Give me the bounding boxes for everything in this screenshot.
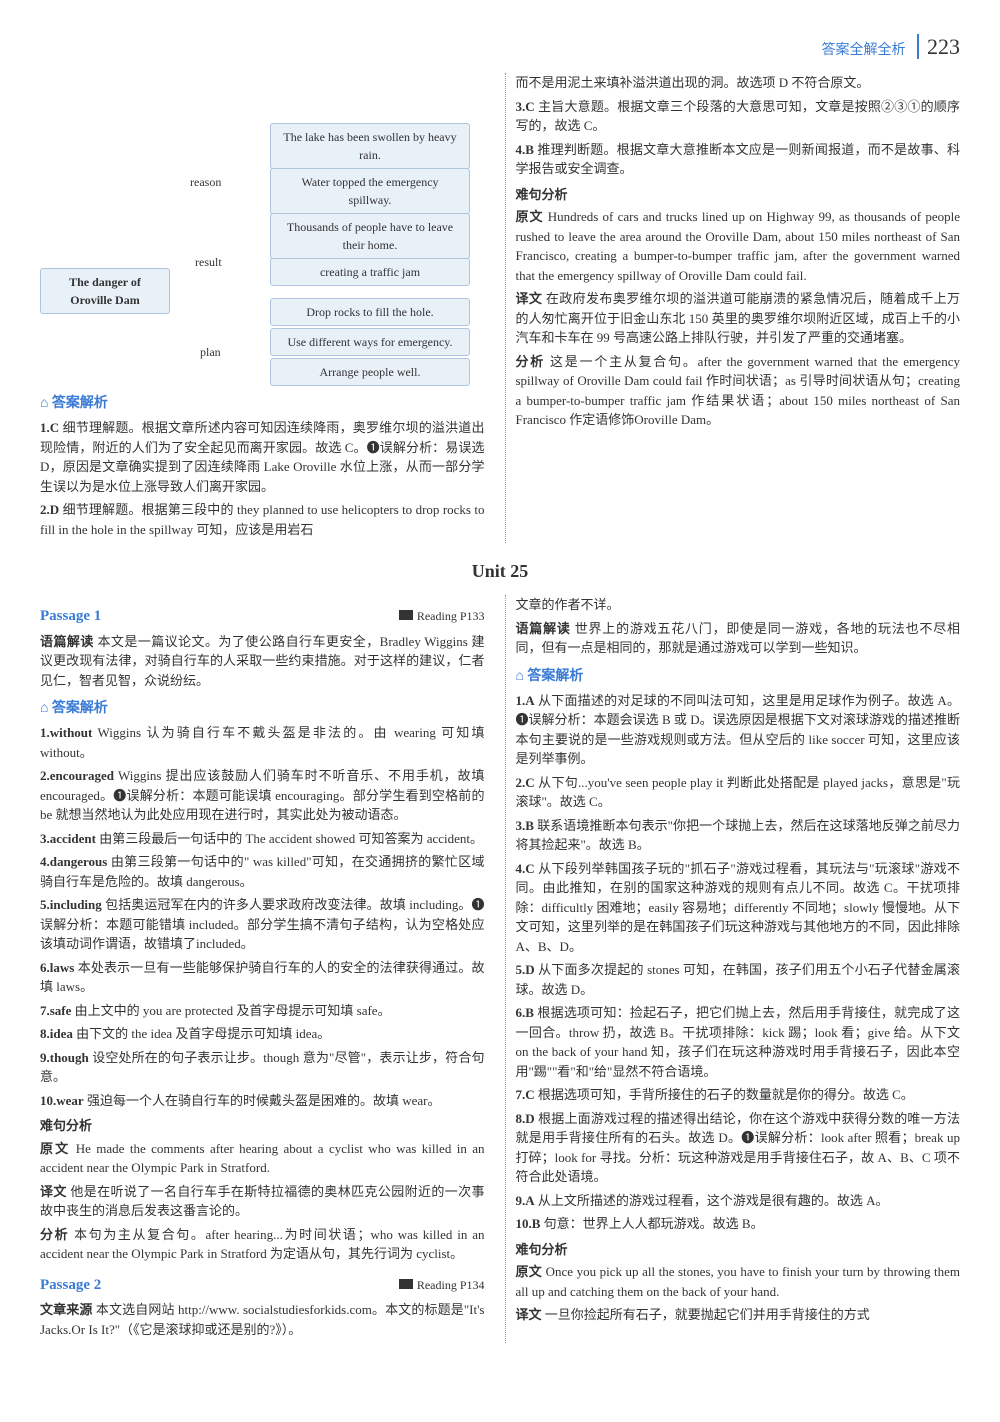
p1-nanju: 难句分析 (40, 1116, 485, 1136)
right-column-unit: 文章的作者不详。 语篇解读 世界上的游戏五花八门，即使是同一游戏，各地的玩法也不… (505, 595, 961, 1343)
item-2d: 2.D 细节理解题。根据第三段中的 they planned to use he… (40, 500, 485, 539)
page-number: 223 (917, 34, 960, 59)
hand-icon (399, 610, 413, 620)
diagram-box3: Thousands of people have to leave their … (270, 213, 470, 259)
p2-b2: 2.C 从下句...you've seen people play it 判断此… (516, 773, 961, 812)
page-header: 答案全解全析 223 (40, 30, 960, 63)
p2-b4: 4.C 从下段列举韩国孩子玩的"抓石子"游戏过程看，其玩法与"玩滚球"游戏不同。… (516, 859, 961, 957)
hand-icon (399, 1279, 413, 1289)
diagram-box7: Arrange people well. (270, 358, 470, 386)
p1-yuanwen: 原文 He made the comments after hearing ab… (40, 1139, 485, 1178)
diagram-box4: creating a traffic jam (270, 258, 470, 286)
result-label: result (195, 253, 222, 271)
p2-b8: 8.D 根据上面游戏过程的描述得出结论，你在这个游戏中获得分数的唯一方法就是用手… (516, 1109, 961, 1187)
passage2-heading: Passage 2 Reading P134 (40, 1274, 485, 1297)
diagram-center: The danger of Oroville Dam (40, 268, 170, 314)
p1-a9: 9.though 设空处所在的句子表示让步。though 意为"尽管"，表示让步… (40, 1048, 485, 1087)
p1-a1: 1.without Wiggins 认为骑自行车不戴头盔是非法的。由 weari… (40, 723, 485, 762)
p2-author: 文章的作者不详。 (516, 595, 961, 615)
p1-a6: 6.laws 本处表示一旦有一些能够保护骑自行车的人的安全的法律获得通过。故填 … (40, 958, 485, 997)
p1-a2: 2.encouraged Wiggins 提出应该鼓励人们骑车时不听音乐、不用手… (40, 766, 485, 825)
p1-a7: 7.safe 由上文中的 you are protected 及首字母提示可知填… (40, 1001, 485, 1021)
plan-label: plan (200, 343, 221, 361)
answer-heading: ⌂ 答案解析 (40, 393, 485, 414)
left-column-unit: Passage 1 Reading P133 语篇解读 本文是一篇议论文。为了使… (40, 595, 485, 1343)
p2-yiwen: 译文 一旦你捡起所有石子，就要抛起它们并用手背接住的方式 (516, 1305, 961, 1325)
p2-yuanwen: 原文 Once you pick up all the stones, you … (516, 1262, 961, 1301)
item-1c: 1.C 细节理解题。根据文章所述内容可知因连续降雨，奥罗维尔坝的溢洪道出现险情，… (40, 418, 485, 496)
diagram-box5: Drop rocks to fill the hole. (270, 298, 470, 326)
p2-b10: 10.B 句意：世界上人人都玩游戏。故选 B。 (516, 1214, 961, 1234)
p1-answer-heading: ⌂ 答案解析 (40, 698, 485, 719)
p1-a8: 8.idea 由下文的 the idea 及首字母提示可知填 idea。 (40, 1024, 485, 1044)
p2-b3: 3.B 联系语境推断本句表示"你把一个球抛上去，然后在这球落地反弹之前尽力将其捡… (516, 816, 961, 855)
nanju-heading: 难句分析 (516, 185, 961, 205)
item-3-cont: 而不是用泥土来填补溢洪道出现的洞。故选项 D 不符合原文。 (516, 73, 961, 93)
main-content: The danger of Oroville Dam reason result… (40, 73, 960, 543)
p2-yupian: 语篇解读 世界上的游戏五花八门，即使是同一游戏，各地的玩法也不尽相同，但有一点是… (516, 619, 961, 658)
header-title: 答案全解全析 (822, 43, 906, 58)
unit-heading: Unit 25 (40, 558, 960, 585)
diagram-box6: Use different ways for emergency. (270, 328, 470, 356)
left-column: The danger of Oroville Dam reason result… (40, 73, 485, 543)
p1-a4: 4.dangerous 由第三段第一句话中的" was killed"可知，在交… (40, 852, 485, 891)
p2-b6: 6.B 根据选项可知：捡起石子，把它们抛上去，然后用手背接住，就完成了这一回合。… (516, 1003, 961, 1081)
item-3c: 3.C 主旨大意题。根据文章三个段落的大意思可知，文章是按照②③①的顺序写的，故… (516, 97, 961, 136)
p1-fenxi: 分析 本句为主从复合句。after hearing...为时间状语；who wa… (40, 1225, 485, 1264)
reason-label: reason (190, 173, 221, 191)
item-4b: 4.B 推理判断题。根据文章大意推断本文应是一则新闻报道，而不是故事、科学报告或… (516, 140, 961, 179)
fenxi: 分析 这是一个主从复合句。after the government warned… (516, 352, 961, 430)
p1-a10: 10.wear 强迫每一个人在骑自行车的时候戴头盔是困难的。故填 wear。 (40, 1091, 485, 1111)
p2-answer-heading: ⌂ 答案解析 (516, 666, 961, 687)
diagram-area: The danger of Oroville Dam reason result… (40, 73, 485, 383)
p2-b1: 1.A 从下面描述的对足球的不同叫法可知，这里是用足球作为例子。故选 A。❶误解… (516, 691, 961, 769)
p2-nanju: 难句分析 (516, 1240, 961, 1260)
p2-b9: 9.A 从上文所描述的游戏过程看，这个游戏是很有趣的。故选 A。 (516, 1191, 961, 1211)
unit-content: Passage 1 Reading P133 语篇解读 本文是一篇议论文。为了使… (40, 595, 960, 1343)
yuanwen: 原文 Hundreds of cars and trucks lined up … (516, 207, 961, 285)
diagram-box1: The lake has been swollen by heavy rain. (270, 123, 470, 169)
p1-yupian: 语篇解读 本文是一篇议论文。为了使公路自行车更安全，Bradley Wiggin… (40, 632, 485, 691)
p1-a5: 5.including 包括奥运冠军在内的许多人要求政府改变法律。故填 incl… (40, 895, 485, 954)
passage1-heading: Passage 1 Reading P133 (40, 605, 485, 628)
p1-a3: 3.accident 由第三段最后一句话中的 The accident show… (40, 829, 485, 849)
right-column-top: 而不是用泥土来填补溢洪道出现的洞。故选项 D 不符合原文。 3.C 主旨大意题。… (505, 73, 961, 543)
p2-b7: 7.C 根据选项可知，手背所接住的石子的数量就是你的得分。故选 C。 (516, 1085, 961, 1105)
p2-source: 文章来源 本文选自网站 http://www. socialstudiesfor… (40, 1300, 485, 1339)
yiwen: 译文 在政府发布奥罗维尔坝的溢洪道可能崩溃的紧急情况后，随着成千上万的人匆忙离开… (516, 289, 961, 348)
diagram-box2: Water topped the emergency spillway. (270, 168, 470, 214)
p1-yiwen: 译文 他是在听说了一名自行车手在斯特拉福德的奥林匹克公园附近的一次事故中丧生的消… (40, 1182, 485, 1221)
p2-b5: 5.D 从下面多次提起的 stones 可知，在韩国，孩子们用五个小石子代替金属… (516, 960, 961, 999)
